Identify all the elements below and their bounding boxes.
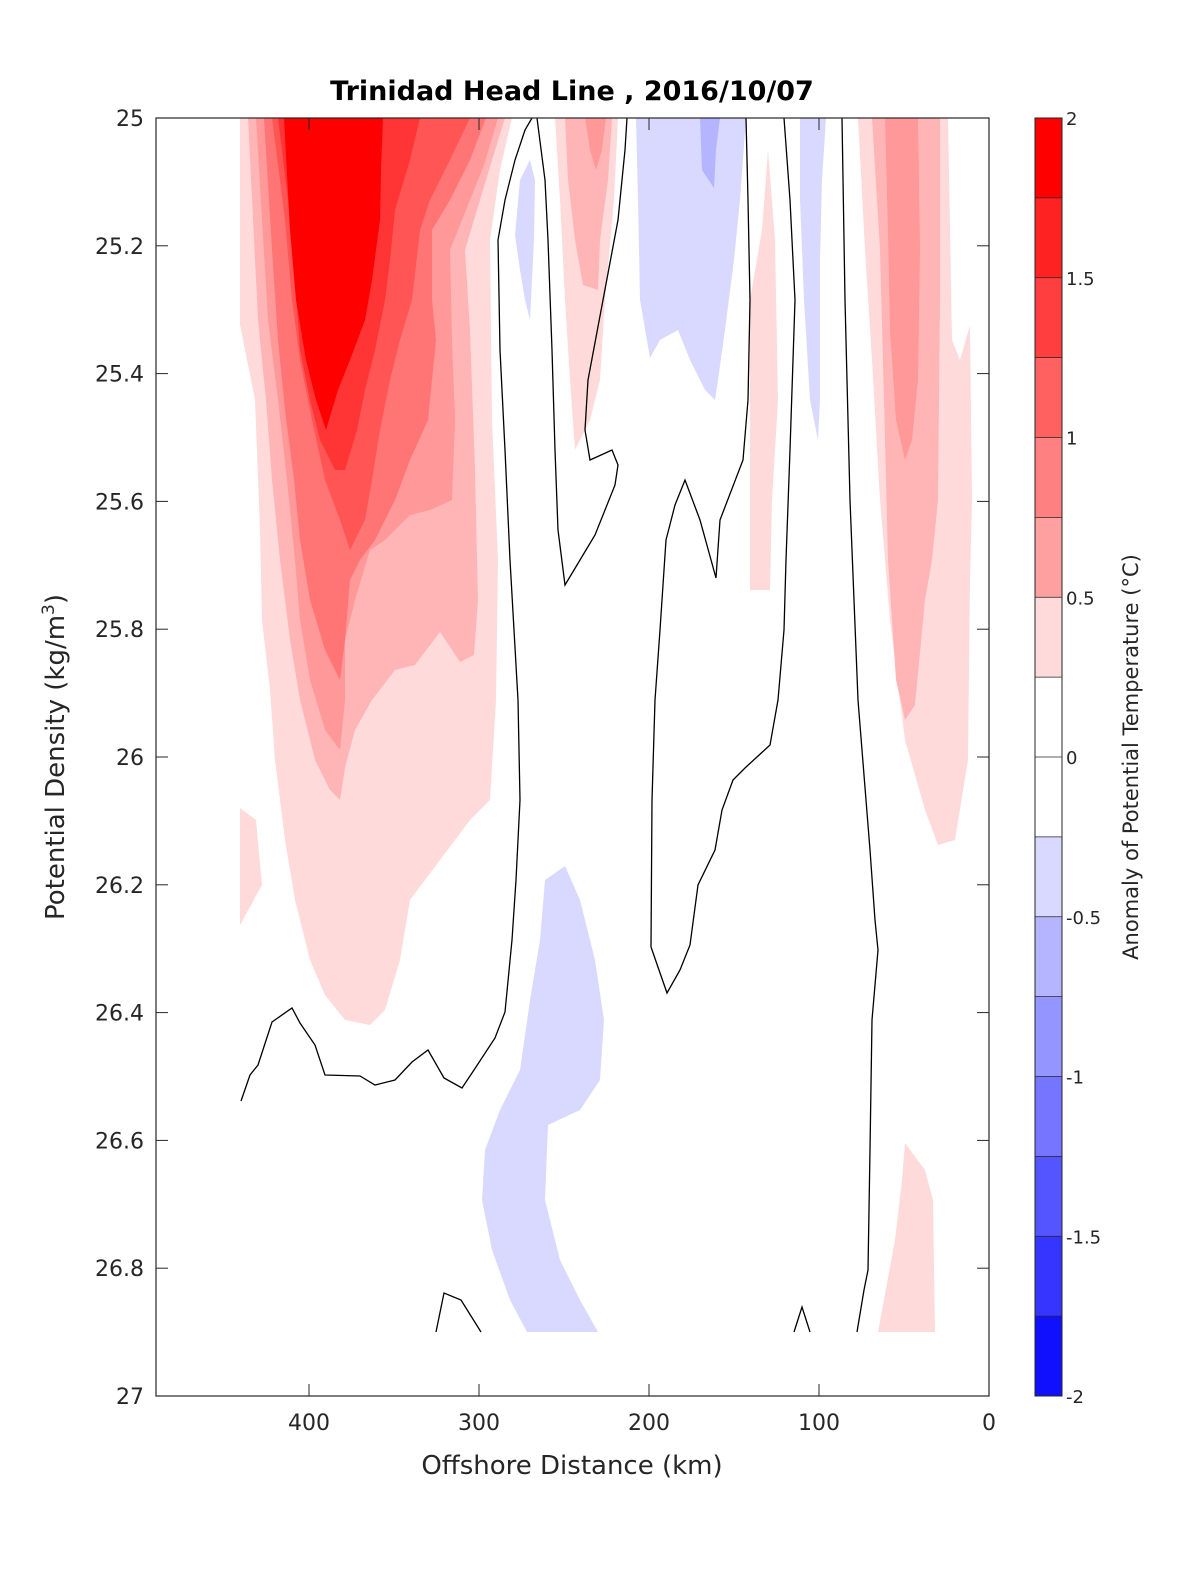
- colorbar-swatch: [1035, 1236, 1062, 1317]
- y-tick-label: 27: [116, 1385, 144, 1410]
- chart-title: Trinidad Head Line , 2016/10/07: [330, 76, 814, 107]
- colorbar-tick-label: 2: [1066, 109, 1077, 130]
- colorbar-label: Anomaly of Potential Temperature (°C): [1119, 554, 1143, 960]
- colorbar-swatch: [1035, 1076, 1062, 1157]
- y-tick-label: 25.2: [95, 235, 144, 260]
- x-tick-label: 0: [982, 1411, 996, 1436]
- x-axis: 400 300 200 100 0: [288, 118, 996, 1436]
- colorbar-swatch: [1035, 1316, 1062, 1397]
- colorbar-swatch: [1035, 597, 1062, 678]
- colorbar-ticks: 2 1.5 1 0.5 0 -0.5 -1 -1.5 -2: [1066, 109, 1101, 1408]
- y-axis-label-close: ): [41, 594, 71, 604]
- colorbar-swatch: [1035, 197, 1062, 279]
- warm-anomaly-fills: [240, 118, 512, 1025]
- y-tick-label: 26.8: [95, 1257, 144, 1282]
- colorbar-swatch: [1035, 1156, 1062, 1237]
- cool-patch-100km: [800, 118, 826, 440]
- cool-patch-deep: [482, 866, 604, 1332]
- colorbar-tick-label: 0: [1066, 748, 1077, 769]
- y-tick-label: 25: [116, 107, 144, 132]
- plot-area: [156, 118, 989, 1396]
- x-tick-label: 200: [628, 1411, 670, 1436]
- y-axis: 25 25.2 25.4 25.6 25.8 26 26.2 26.4 26.6 26.8 27: [95, 107, 989, 1410]
- colorbar-swatch: [1035, 517, 1062, 598]
- cool-patch-270km: [515, 160, 535, 320]
- colorbar-swatch: [1035, 118, 1062, 199]
- cool-patch-180km-core: [700, 118, 720, 188]
- zero-contour-270: [536, 118, 628, 587]
- zero-contours: [240, 118, 879, 1333]
- warm-patches-right: [555, 118, 972, 1332]
- cool-patch-180km: [636, 118, 746, 400]
- colorbar: [1035, 118, 1062, 1397]
- y-tick-label: 25.4: [95, 363, 144, 388]
- zero-contour-left: [240, 118, 533, 1102]
- zero-contour-180-loop: [650, 118, 751, 948]
- colorbar-tick-label: -0.5: [1066, 908, 1101, 929]
- zero-contour-180: [650, 118, 796, 995]
- y-tick-label: 25.8: [95, 618, 144, 643]
- colorbar-swatch: [1035, 357, 1062, 438]
- y-tick-label: 26.2: [95, 874, 144, 899]
- x-axis-label: Offshore Distance (km): [421, 1451, 722, 1481]
- colorbar-tick-label: 0.5: [1066, 588, 1095, 609]
- colorbar-swatch: [1035, 677, 1062, 758]
- colorbar-swatch: [1035, 437, 1062, 518]
- cool-anomaly-fills: [482, 118, 826, 1332]
- colorbar-tick-label: 1.5: [1066, 269, 1095, 290]
- patch-50km-deep: [878, 1143, 935, 1332]
- zero-contour-deep-105: [793, 1304, 811, 1333]
- y-axis-label: Potential Density (kg/m3): [39, 594, 71, 920]
- y-axis-label-superscript: 3: [39, 604, 59, 615]
- fill-level-0.25-left: [240, 808, 262, 925]
- patch-250km-inner: [565, 118, 612, 290]
- fill-level-1.75: [284, 118, 383, 430]
- colorbar-tick-label: -1: [1066, 1068, 1084, 1089]
- zero-contour-90: [841, 118, 879, 1333]
- y-tick-label: 26.4: [95, 1002, 144, 1027]
- colorbar-tick-label: 1: [1066, 429, 1077, 450]
- colorbar-frame: [1034, 117, 1063, 1397]
- colorbar-swatch: [1035, 836, 1062, 918]
- x-tick-label: 400: [288, 1411, 330, 1436]
- patch-50km-core: [885, 118, 920, 460]
- x-tick-label: 300: [458, 1411, 500, 1436]
- patch-250km-core: [585, 118, 606, 170]
- y-tick-label: 26: [116, 746, 144, 771]
- x-tick-label: 100: [798, 1411, 840, 1436]
- colorbar-swatch: [1035, 757, 1062, 838]
- y-axis-label-main: Potential Density (kg/m: [41, 615, 71, 920]
- y-tick-label: 26.6: [95, 1129, 144, 1154]
- y-tick-label: 25.6: [95, 490, 144, 515]
- patch-140km: [750, 150, 778, 590]
- colorbar-swatch: [1035, 916, 1062, 998]
- colorbar-swatch: [1035, 277, 1062, 359]
- colorbar-tick-label: -2: [1066, 1387, 1084, 1408]
- zero-contour-deep-300: [435, 1292, 482, 1333]
- colorbar-tick-label: -1.5: [1066, 1227, 1101, 1248]
- colorbar-swatch: [1035, 996, 1062, 1077]
